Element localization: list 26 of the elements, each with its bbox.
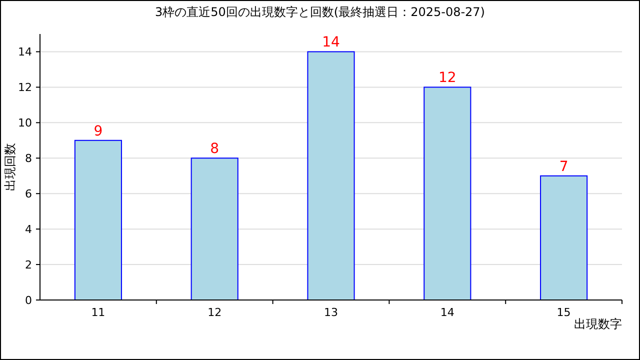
bar <box>74 140 122 300</box>
x-tick-label: 11 <box>91 306 106 319</box>
y-axis-title: 出現回数 <box>3 143 17 191</box>
data-label: 7 <box>559 158 568 175</box>
y-tick-label: 14 <box>18 46 32 59</box>
x-axis-title: 出現数字 <box>574 317 622 331</box>
data-label: 14 <box>322 34 340 51</box>
data-label: 9 <box>94 123 103 140</box>
data-label: 8 <box>210 141 220 158</box>
bar <box>307 51 355 300</box>
y-tick-label: 4 <box>25 222 32 236</box>
bar <box>424 86 472 300</box>
x-tick-label: 15 <box>556 306 571 319</box>
y-tick-label: 6 <box>25 187 32 200</box>
x-tick-label: 12 <box>208 306 222 319</box>
x-tick-label: 14 <box>440 306 454 319</box>
bar <box>540 175 588 300</box>
y-tick-label: 12 <box>18 81 32 94</box>
y-tick-label: 0 <box>25 294 32 307</box>
y-tick-label: 10 <box>18 116 32 130</box>
y-tick-label: 8 <box>25 152 32 165</box>
data-label: 12 <box>438 70 456 86</box>
bar <box>190 158 238 300</box>
y-tick-label: 2 <box>25 258 32 272</box>
chart-title: 3枠の直近50回の出現数字と回数(最終抽選日：2025-08-27) <box>154 5 486 19</box>
x-tick-label: 13 <box>324 306 338 319</box>
